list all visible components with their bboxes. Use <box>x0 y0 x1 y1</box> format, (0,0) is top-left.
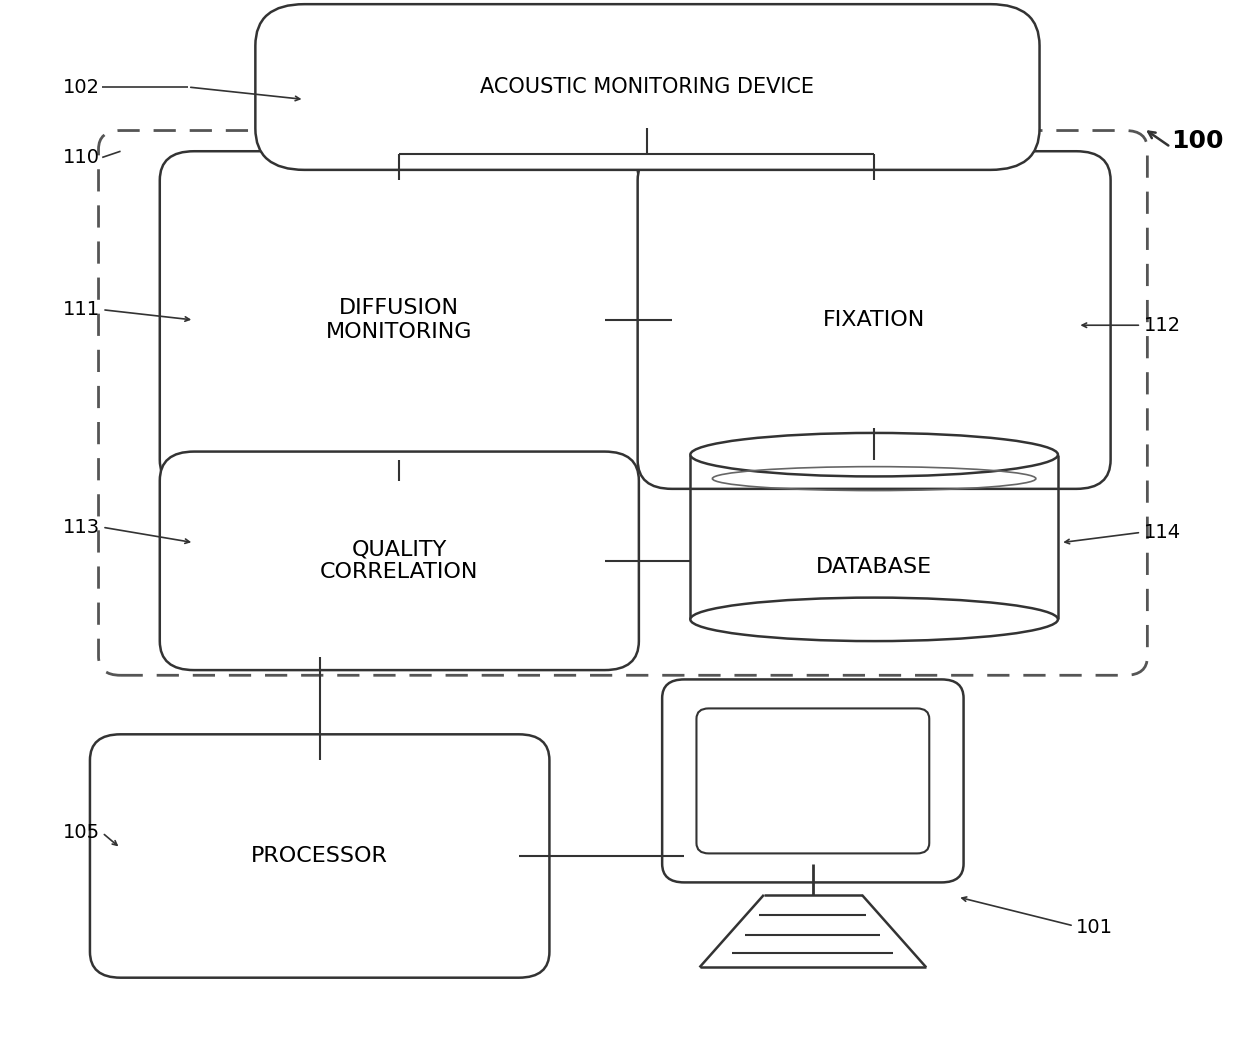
FancyBboxPatch shape <box>160 452 639 670</box>
Polygon shape <box>699 895 926 968</box>
Text: 105: 105 <box>62 824 99 843</box>
FancyBboxPatch shape <box>662 680 963 882</box>
Text: 102: 102 <box>63 77 99 96</box>
Text: 100: 100 <box>1171 128 1223 152</box>
FancyBboxPatch shape <box>697 709 929 853</box>
Text: 101: 101 <box>1076 919 1114 938</box>
Text: FIXATION: FIXATION <box>823 310 925 330</box>
Text: QUALITY
CORRELATION: QUALITY CORRELATION <box>320 540 479 583</box>
FancyBboxPatch shape <box>91 734 549 977</box>
Text: ACOUSTIC MONITORING DEVICE: ACOUSTIC MONITORING DEVICE <box>480 77 815 97</box>
Text: PROCESSOR: PROCESSOR <box>252 846 388 867</box>
Text: 110: 110 <box>63 148 99 167</box>
FancyBboxPatch shape <box>160 151 639 489</box>
FancyBboxPatch shape <box>637 151 1111 489</box>
Text: DATABASE: DATABASE <box>816 556 932 576</box>
Bar <box>691 455 1058 619</box>
Text: 111: 111 <box>62 301 99 319</box>
Text: 113: 113 <box>62 518 99 537</box>
Ellipse shape <box>691 433 1058 476</box>
Text: 114: 114 <box>1143 523 1180 542</box>
Text: DIFFUSION
MONITORING: DIFFUSION MONITORING <box>326 299 472 341</box>
FancyBboxPatch shape <box>98 130 1147 675</box>
Text: 112: 112 <box>1143 315 1180 335</box>
Ellipse shape <box>691 597 1058 641</box>
FancyBboxPatch shape <box>255 4 1039 170</box>
